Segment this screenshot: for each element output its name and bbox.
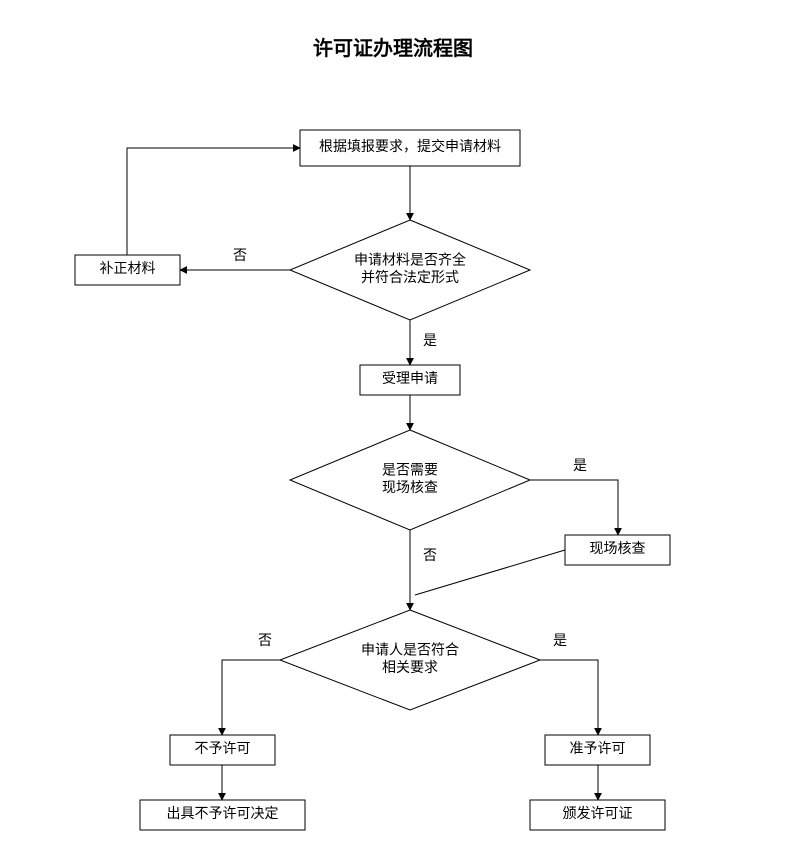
edge-label-e7: 否 <box>423 549 437 564</box>
node-label-d3-line0: 申请人是否符合 <box>361 642 459 658</box>
node-label-d1-line0: 申请材料是否齐全 <box>354 251 466 268</box>
node-n1: 根据填报要求，提交申请材料 <box>300 130 520 166</box>
edge-e6 <box>530 480 618 535</box>
node-n5: 不予许可 <box>170 735 275 765</box>
node-label-n1-line0: 根据填报要求，提交申请材料 <box>319 138 501 155</box>
node-label-d2-line1: 现场核查 <box>382 480 438 496</box>
node-n7: 出具不予许可决定 <box>140 800 305 830</box>
node-label-n3-line0: 受理申请 <box>382 371 438 387</box>
node-n3: 受理申请 <box>360 365 460 395</box>
node-label-d2-line0: 是否需要 <box>382 462 438 478</box>
node-label-n2-line0: 补正材料 <box>100 261 156 277</box>
node-label-n7-line0: 出具不予许可决定 <box>167 806 279 822</box>
node-d2: 是否需要现场核查 <box>290 430 530 530</box>
edge-e11 <box>540 660 598 735</box>
node-d3: 申请人是否符合相关要求 <box>280 610 540 710</box>
edge-e10 <box>222 660 280 735</box>
edge-e3 <box>127 148 300 255</box>
node-label-n4-line0: 现场核查 <box>590 541 646 557</box>
node-label-n5-line0: 不予许可 <box>195 741 251 757</box>
node-label-n8-line0: 颁发许可证 <box>563 806 633 822</box>
edge-e8 <box>415 550 565 595</box>
edge-label-e11: 是 <box>553 634 567 649</box>
diagram-title: 许可证办理流程图 <box>313 36 473 60</box>
edge-label-e10: 否 <box>258 634 272 649</box>
node-label-n6-line0: 准予许可 <box>570 741 626 757</box>
edge-label-e2: 否 <box>233 249 247 264</box>
node-label-d3-line1: 相关要求 <box>382 660 438 676</box>
node-n4: 现场核查 <box>565 535 670 565</box>
node-label-d1-line1: 并符合法定形式 <box>361 270 459 286</box>
node-n6: 准予许可 <box>545 735 650 765</box>
node-n2: 补正材料 <box>75 255 180 285</box>
edge-label-e4: 是 <box>423 334 437 349</box>
node-n8: 颁发许可证 <box>530 800 665 830</box>
edge-label-e6: 是 <box>573 459 587 474</box>
node-d1: 申请材料是否齐全并符合法定形式 <box>290 220 530 320</box>
